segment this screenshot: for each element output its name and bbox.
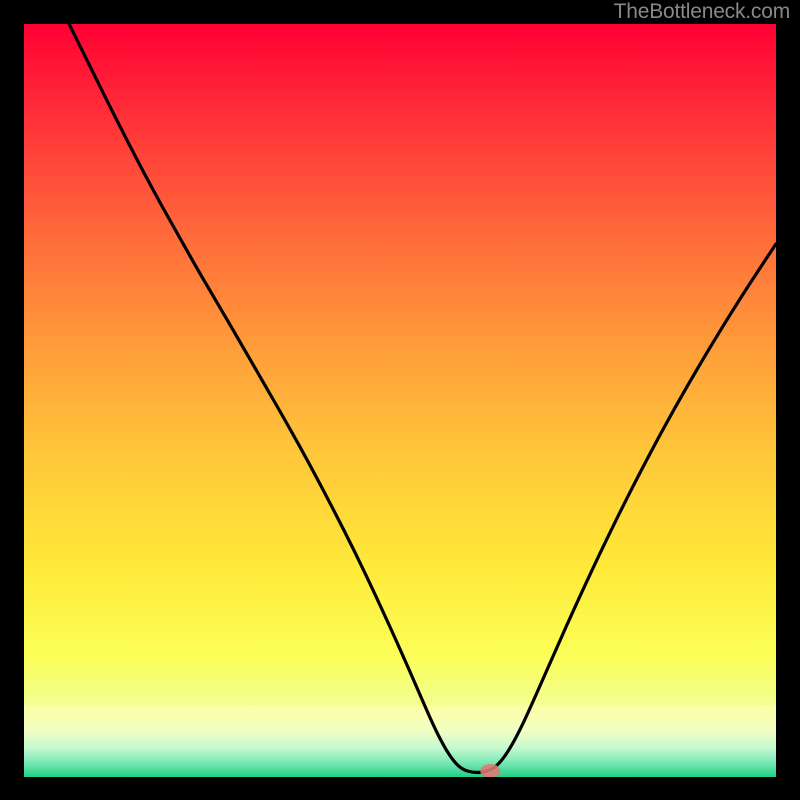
chart-svg (24, 24, 776, 777)
plot-area (24, 24, 776, 777)
watermark-text: TheBottleneck.com (614, 0, 790, 24)
gradient-background (24, 24, 776, 777)
green-band (24, 705, 776, 777)
chart-container: TheBottleneck.com (0, 0, 800, 800)
